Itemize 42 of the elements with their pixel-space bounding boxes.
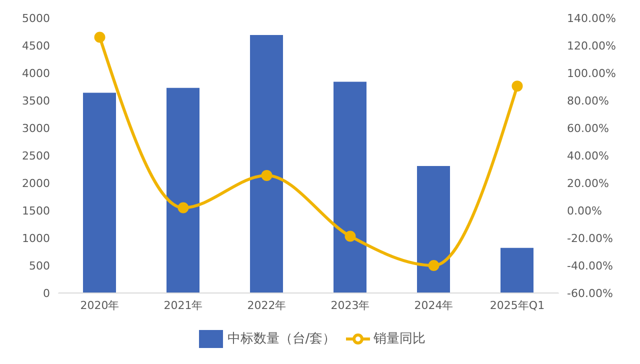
x-tick-label: 2025年Q1 — [490, 298, 545, 312]
y-tick-label: 4500 — [22, 39, 50, 52]
point — [94, 32, 106, 43]
y-tick-label: 3500 — [22, 94, 50, 108]
y2-tick-label: -60.00% — [567, 286, 613, 300]
bar — [417, 166, 450, 293]
y2-tick-label: 20.00% — [567, 176, 609, 190]
y2-tick-label: 80.00% — [567, 94, 609, 108]
y2-tick-label: 100.00% — [567, 66, 616, 80]
y-tick-label: 5000 — [22, 12, 50, 25]
x-tick-label: 2023年 — [330, 298, 370, 312]
x-tick-label: 2024年 — [414, 298, 454, 312]
legend-label: 中标数量（台/套） — [227, 332, 336, 347]
y-tick-label: 3000 — [22, 122, 50, 135]
y-tick-label: 2000 — [22, 176, 50, 190]
y-tick-label: 4000 — [22, 66, 50, 80]
y2-tick-label: -40.00% — [567, 259, 613, 272]
point — [428, 260, 440, 271]
y2-tick-label: 0.00% — [567, 204, 602, 218]
y-tick-label: 1000 — [22, 232, 50, 245]
y-tick-label: 2500 — [22, 149, 50, 162]
bar — [334, 82, 366, 293]
bar — [166, 88, 200, 293]
x-tick-label: 2021年 — [164, 298, 203, 312]
x-tick-label: 2020年 — [80, 298, 120, 312]
bar — [500, 248, 534, 293]
legend-label: 销量同比 — [374, 332, 426, 347]
y2-tick-label: 120.00% — [567, 39, 616, 52]
x-tick-label: 2022年 — [247, 298, 286, 312]
point — [178, 202, 189, 214]
bar — [250, 35, 283, 293]
y2-tick-label: 140.00% — [567, 12, 616, 25]
y2-tick-label: 40.00% — [567, 149, 609, 162]
bar — [83, 92, 116, 293]
y2-tick-label: 60.00% — [567, 122, 609, 135]
point — [344, 230, 356, 242]
y2-tick-label: -20.00% — [567, 232, 613, 245]
y-tick-label: 500 — [29, 259, 50, 272]
y-tick-label: 1500 — [22, 204, 50, 218]
y-tick-label: 0 — [43, 286, 50, 300]
point — [512, 80, 523, 92]
point — [261, 170, 272, 181]
